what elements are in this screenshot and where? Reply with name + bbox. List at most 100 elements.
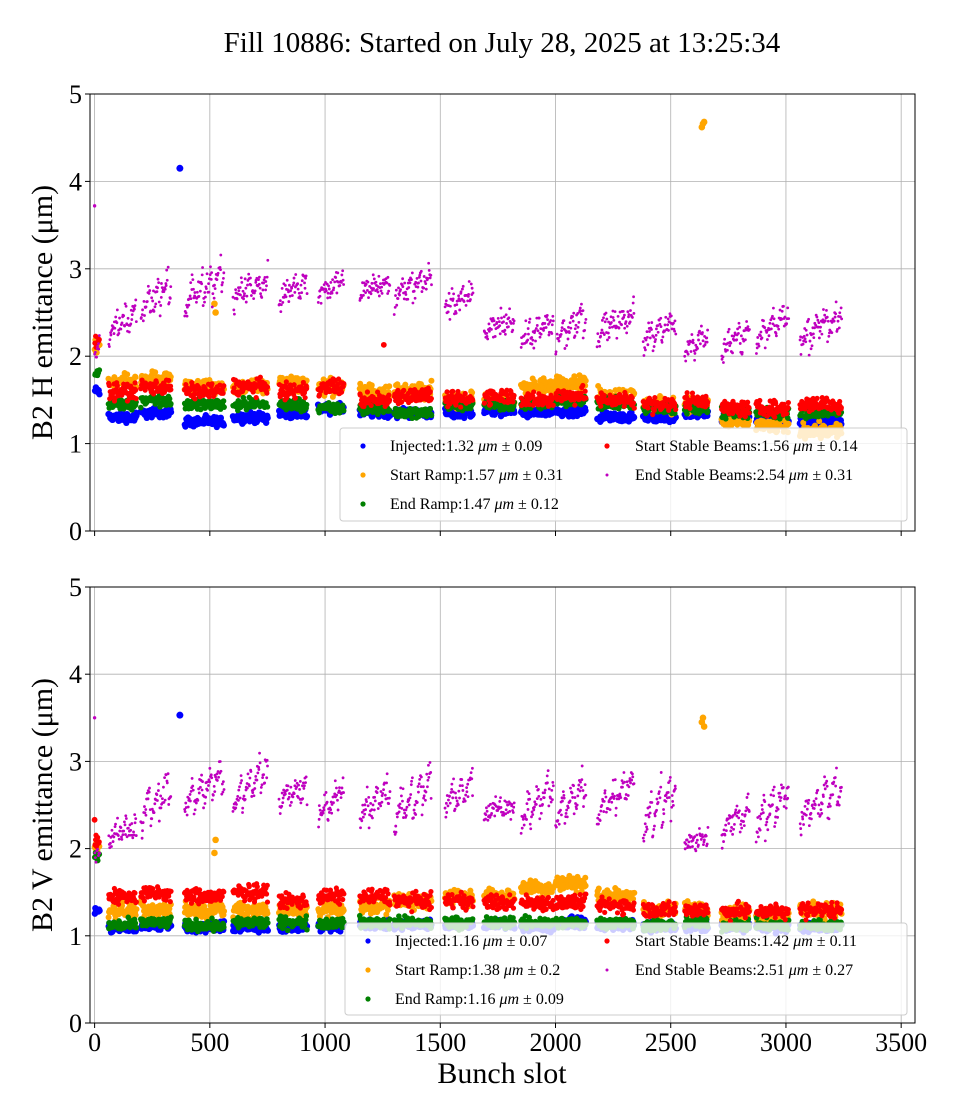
data-point-end-stable	[554, 352, 558, 356]
data-point-end-stable	[192, 287, 195, 291]
data-point-end-stable	[257, 275, 261, 279]
data-point-end-stable	[210, 271, 214, 275]
data-point-start-ramp	[386, 383, 393, 390]
data-point-end-stable	[606, 338, 609, 342]
data-point-end-stable	[327, 287, 331, 291]
data-point-end-stable	[304, 276, 307, 280]
data-point-end-stable	[244, 300, 248, 304]
data-point-end-stable	[560, 326, 564, 330]
data-point-end-stable	[746, 325, 750, 329]
data-point-end-stable	[290, 286, 294, 290]
data-point-end-ramp	[168, 400, 174, 407]
data-point-start-stable	[106, 382, 112, 389]
data-point-end-stable	[326, 296, 330, 300]
data-point-start-stable	[785, 399, 791, 406]
data-point-end-stable	[394, 288, 398, 292]
data-point-start-stable	[338, 389, 345, 395]
data-point-end-stable	[318, 294, 322, 298]
data-point-end-stable	[595, 345, 599, 349]
data-point-end-stable	[512, 321, 515, 325]
data-point-end-stable	[546, 318, 550, 322]
data-point-end-stable	[296, 287, 300, 291]
data-point-end-ramp	[784, 415, 791, 421]
data-point-start-stable	[746, 404, 752, 411]
data-point-end-stable	[647, 321, 651, 325]
data-point-end-stable	[485, 335, 489, 338]
data-point-start-stable	[114, 383, 120, 389]
data-point-end-stable	[632, 311, 636, 315]
data-point-end-stable	[324, 289, 328, 293]
data-point-end-stable	[782, 304, 785, 308]
data-point-end-stable	[598, 344, 602, 348]
data-point-end-stable	[617, 326, 621, 330]
data-point-start-stable	[133, 396, 139, 402]
data-point-end-stable	[403, 281, 407, 285]
data-point-end-stable	[803, 337, 807, 341]
data-point-start-stable	[814, 395, 820, 401]
data-point-injected	[133, 412, 140, 419]
data-point-end-stable	[292, 276, 296, 280]
data-point-end-stable	[430, 283, 433, 287]
data-point-end-stable	[120, 321, 124, 325]
data-point-end-stable	[648, 330, 651, 333]
data-point-end-stable	[596, 332, 600, 336]
data-point-end-stable	[705, 336, 709, 340]
data-point-end-stable	[244, 286, 248, 290]
data-point-end-stable	[257, 278, 260, 282]
data-point-end-stable	[448, 317, 452, 321]
data-point-start-stable	[133, 387, 139, 393]
data-point-end-stable	[609, 321, 613, 324]
x-axis-label: Bunch slot	[437, 1057, 567, 1090]
data-point-end-stable	[583, 328, 587, 332]
data-point-end-stable	[693, 358, 697, 362]
data-point-end-stable	[664, 315, 668, 319]
data-point-end-stable	[550, 323, 554, 327]
data-point-start-stable	[192, 396, 198, 402]
data-point-end-stable	[551, 314, 555, 318]
data-point-end-stable	[158, 314, 162, 318]
data-point-end-stable	[203, 291, 207, 294]
data-point-injected	[220, 422, 227, 429]
data-point-end-stable	[288, 283, 291, 287]
data-point-end-stable	[490, 327, 493, 331]
data-point-end-stable	[221, 281, 224, 284]
data-point-end-stable	[152, 309, 156, 313]
data-point-end-stable	[659, 325, 663, 328]
data-point-start-ramp	[132, 374, 139, 381]
data-point-end-stable	[786, 306, 790, 310]
data-point-end-stable	[410, 278, 413, 281]
data-point-end-stable	[497, 320, 501, 324]
data-point-start-stable	[784, 410, 790, 417]
data-point-end-stable	[97, 342, 100, 346]
data-point-end-ramp	[220, 398, 227, 404]
data-point-end-stable	[700, 324, 703, 328]
data-point-end-stable	[241, 289, 245, 293]
data-point-end-stable	[237, 289, 241, 293]
data-point-start-stable	[630, 400, 637, 406]
data-point-end-stable	[392, 313, 396, 316]
data-point-end-stable	[96, 345, 99, 348]
data-point-end-stable	[763, 326, 767, 330]
data-point-end-stable	[527, 332, 530, 336]
outlier-point-start-stable	[380, 341, 387, 348]
data-point-end-stable	[123, 324, 127, 328]
data-point-end-stable	[573, 327, 577, 331]
data-point-end-stable	[130, 318, 134, 321]
data-point-end-stable	[512, 319, 516, 323]
data-point-end-stable	[377, 274, 381, 278]
data-point-injected	[582, 407, 589, 414]
data-point-end-stable	[726, 330, 730, 334]
data-point-end-stable	[498, 332, 502, 336]
data-point-end-stable	[652, 335, 656, 339]
data-point-end-stable	[492, 319, 496, 323]
outlier-point-start-ramp	[700, 118, 708, 126]
data-point-end-stable	[184, 311, 188, 315]
data-point-start-stable	[580, 382, 586, 389]
data-point-end-stable	[652, 345, 656, 348]
data-point-end-stable	[727, 327, 731, 331]
data-point-end-stable	[579, 312, 583, 316]
data-point-end-stable	[690, 333, 694, 336]
data-point-start-stable	[264, 390, 270, 396]
data-point-end-stable	[159, 296, 163, 299]
